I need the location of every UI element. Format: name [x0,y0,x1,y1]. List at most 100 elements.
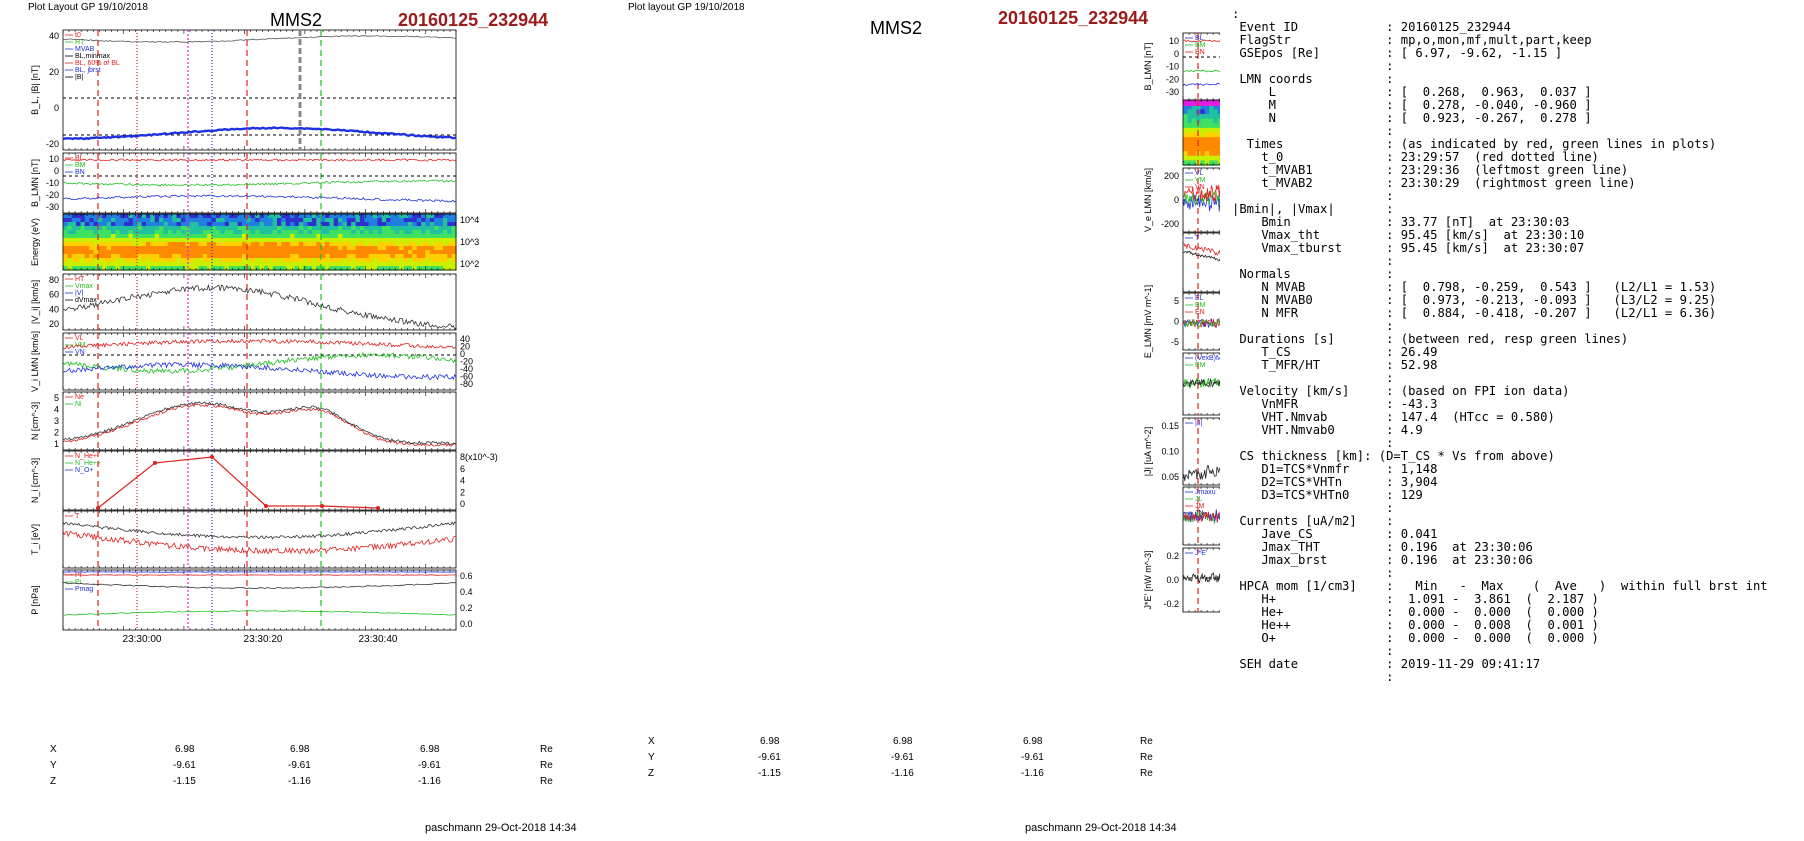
spectrogram-cell [390,250,396,255]
spectrogram-cell [373,254,378,259]
spectrogram-cell [442,262,448,267]
spectrogram-cell [447,238,453,243]
spectrogram-cell [242,238,247,243]
spectrogram-cell [67,258,73,263]
spectrogram-cell [290,218,296,223]
spectrogram-cell [159,262,165,267]
spectrogram-cell [194,234,199,239]
spectrogram-cell [189,222,195,227]
legend-entry: |J| [1195,420,1202,427]
spectrogram-cell [207,250,213,255]
spectrogram-cell [176,238,182,243]
spectrogram-cell [277,258,282,263]
spectrogram-cell [263,242,269,247]
panel-ylabel: B_LMN [nT] [1143,42,1153,90]
spectrogram-cell [429,250,435,255]
spectrogram-cell [233,234,239,239]
spectrogram-cell [207,254,213,259]
spectrogram-cell [176,222,182,227]
spectrogram-cell [141,254,147,259]
spectrogram-cell [381,234,387,239]
spectrogram-cell [403,242,409,247]
spectrogram-cell [189,238,195,243]
spectrogram-cell [84,246,90,251]
spectrogram-cell [259,262,265,267]
spectrogram-cell [438,254,444,259]
spectrogram-cell [119,258,125,263]
spectrogram-cell [307,250,313,255]
spectrogram-cell [394,226,400,231]
spectrogram-cell [71,242,77,247]
spectrogram-cell [320,250,326,255]
spectrogram-cell [294,254,300,259]
spectrogram-cell [224,254,230,259]
spectrogram-cell [412,250,418,255]
spectrogram-cell [364,258,370,263]
spectrogram-cell [263,250,269,255]
spectrogram-cell [119,262,125,267]
spectrogram-cell [211,242,217,247]
spectrogram-cell [399,226,405,231]
data-point [210,455,214,459]
spectrogram-cell [434,226,440,231]
spectrogram-cell [359,246,365,251]
spectrogram-cell [325,262,330,267]
spectrogram-cell [447,262,453,267]
spectrogram-cell [97,222,103,227]
spectrogram-cell [325,258,330,263]
spectrogram-cell [1209,151,1215,157]
spectrogram-cell [442,234,448,239]
spectrogram-cell [1183,141,1188,147]
spectrogram-cell [442,250,448,255]
spectrogram-cell [425,222,431,227]
spectrogram-cell [189,218,195,223]
spectrogram-cell [124,254,130,259]
spectrogram-cell [150,238,156,243]
ytick-label: -30 [1166,87,1179,97]
spectrogram-cell [202,238,208,243]
spectrogram-cell [163,234,169,239]
spectrogram-cell [172,242,178,247]
spectrogram-cell [316,258,322,263]
spectrogram-cell [320,246,326,251]
spectrogram-cell [303,234,309,239]
spectrogram-cell [211,258,217,263]
spectrogram-cell [128,262,134,267]
spectrogram-cell [89,226,95,231]
spectrogram-cell [89,262,95,267]
spectrogram-cell [451,254,457,259]
spectrogram-cell [311,222,317,227]
spectrogram-cell [102,234,108,239]
spectrogram-cell [102,218,108,223]
spectrogram-cell [84,250,90,255]
spectrogram-cell [89,218,95,223]
spectrogram-cell [346,214,352,219]
spectrogram-cell [84,258,90,263]
spectrogram-cell [311,266,317,271]
spectrogram-cell [298,234,304,239]
spectrogram-cell [342,218,348,223]
spectrogram-cell [272,234,278,239]
spectrogram-cell [250,250,256,255]
spectrogram-cell [207,266,213,271]
spectrogram-cell [111,258,116,263]
spectrogram-cell [150,226,156,231]
data-point [96,506,100,510]
spectrogram-cell [268,250,274,255]
mid-title: MMS2 [870,18,923,38]
spectrogram-cell [233,218,239,223]
spectrogram-cell [71,262,77,267]
spectrogram-cell [1209,104,1215,110]
spectrogram-cell [150,250,156,255]
spectrogram-cell [425,214,431,219]
spectrogram-cell [421,234,427,239]
legend-entry: N_He++ [75,460,101,467]
spectrogram-cell [451,242,457,247]
spectrogram-cell [429,222,435,227]
spectrogram-cell [132,218,138,223]
spectrogram-cell [329,238,335,243]
spectrogram-cell [1213,137,1219,143]
spectrogram-cell [399,238,405,243]
spectrogram-cell [89,222,95,227]
ytick-label: 0 [1174,195,1179,205]
